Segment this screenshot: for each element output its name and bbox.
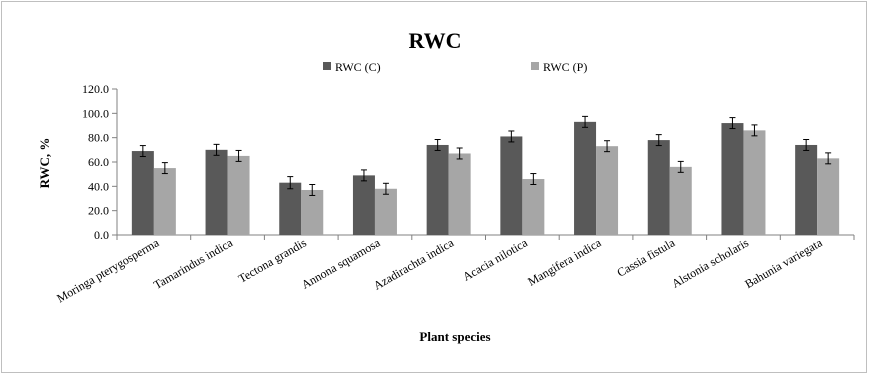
bar-p xyxy=(596,146,619,235)
x-tick-label: Acacia nilotica xyxy=(460,235,530,284)
bar-c xyxy=(500,136,523,235)
x-tick-label: Bahunia variegata xyxy=(742,235,825,291)
error-bars xyxy=(139,115,832,196)
y-tick-label: 100.0 xyxy=(82,106,109,120)
x-tick-label: Tamarindus indica xyxy=(151,235,235,292)
bar-p xyxy=(374,188,397,235)
legend: RWC (C) RWC (P) xyxy=(323,60,587,74)
x-tick-label: Azadirachta indica xyxy=(371,235,457,293)
bar-p xyxy=(153,168,176,235)
x-tick-label: Mangifera indica xyxy=(525,235,604,289)
chart-title: RWC xyxy=(408,28,461,53)
bar-c xyxy=(131,151,154,235)
bar-c xyxy=(795,144,818,235)
bar-c xyxy=(279,182,302,235)
bar-p xyxy=(448,153,471,235)
bar-c xyxy=(205,149,228,235)
legend-swatch-p xyxy=(531,62,539,70)
y-tick-label: 120.0 xyxy=(82,82,109,96)
legend-label-p: RWC (P) xyxy=(543,60,587,74)
y-tick-label: 80.0 xyxy=(88,131,109,145)
legend-label-c: RWC (C) xyxy=(335,60,381,74)
bar-p xyxy=(522,179,545,235)
bar-p xyxy=(301,189,324,235)
bar-p xyxy=(817,158,840,235)
bar-c xyxy=(426,144,449,235)
x-tick-label: Moringa pterygosperma xyxy=(54,235,162,305)
x-tick-label: Cassia fistula xyxy=(615,235,678,280)
bar-c xyxy=(721,123,744,235)
y-axis: 0.0 20.0 40.0 60.0 80.0 100.0 120.0 xyxy=(82,82,118,242)
bar-c xyxy=(352,175,375,235)
y-tick-label: 20.0 xyxy=(88,204,109,218)
y-tick-label: 60.0 xyxy=(88,155,109,169)
bar-p xyxy=(743,130,766,235)
x-tick-label: Annona squamosa xyxy=(299,235,383,292)
y-tick-label: 40.0 xyxy=(88,179,109,193)
x-axis-title: Plant species xyxy=(419,329,490,344)
bars xyxy=(131,121,840,235)
bar-c xyxy=(574,121,597,235)
bar-p xyxy=(227,155,250,235)
bar-c xyxy=(647,140,670,235)
legend-swatch-c xyxy=(323,62,331,70)
y-axis-title: RWC, % xyxy=(37,138,52,189)
bar-p xyxy=(669,166,692,235)
x-tick-label: Tectona grandis xyxy=(236,235,309,285)
x-tick-label: Alstonia scholaris xyxy=(669,235,751,290)
y-tick-label: 0.0 xyxy=(94,228,109,242)
